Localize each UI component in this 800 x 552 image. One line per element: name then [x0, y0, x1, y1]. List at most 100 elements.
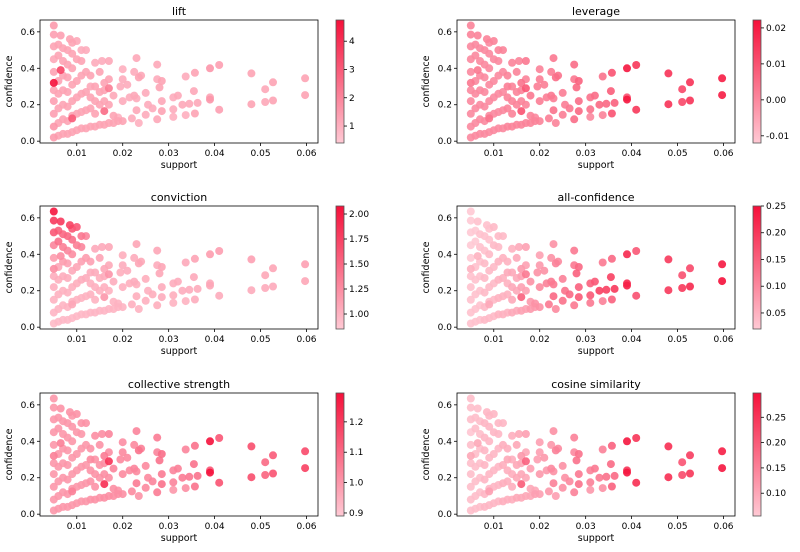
data-point	[141, 110, 150, 119]
data-point	[130, 253, 139, 262]
data-point	[535, 97, 544, 106]
data-point	[54, 51, 63, 60]
colorbar-tick-label: 1	[349, 122, 355, 132]
data-point	[574, 470, 583, 479]
colorbar-tick-label: 0.15	[766, 255, 786, 265]
data-point	[574, 480, 583, 489]
x-tick-label: 0.06	[296, 335, 316, 345]
data-point	[63, 274, 72, 282]
data-point	[508, 482, 517, 491]
data-point	[104, 57, 113, 65]
data-point	[503, 290, 512, 299]
colorbar-tick-label: 0.01	[766, 60, 786, 70]
data-point	[480, 461, 489, 469]
data-point	[686, 78, 694, 87]
data-point	[144, 100, 152, 109]
data-point	[134, 446, 143, 455]
axes-frame	[456, 19, 736, 144]
data-point	[485, 250, 494, 259]
data-point	[49, 403, 58, 412]
data-point	[466, 109, 475, 118]
data-point	[503, 477, 512, 486]
data-point	[68, 64, 77, 73]
data-point	[503, 455, 512, 464]
data-point	[56, 404, 65, 413]
data-point	[551, 259, 560, 268]
data-point	[549, 479, 558, 488]
data-point	[95, 440, 104, 449]
data-point	[104, 430, 113, 438]
data-point	[269, 96, 277, 105]
data-point	[590, 91, 599, 100]
colorbar-tick-label: 4	[349, 37, 355, 47]
data-point	[598, 297, 607, 306]
data-point	[116, 455, 125, 464]
data-point	[480, 446, 489, 455]
data-point	[173, 464, 182, 473]
y-tick-label: 0.2	[21, 474, 35, 484]
data-point	[63, 461, 72, 469]
data-point	[570, 60, 579, 69]
data-point	[181, 445, 190, 454]
data-point	[104, 243, 113, 251]
data-point	[521, 457, 530, 466]
data-point	[551, 446, 560, 455]
data-point	[574, 283, 583, 292]
data-point	[91, 482, 100, 491]
x-tick-label: 0.01	[484, 149, 504, 159]
data-point	[521, 243, 530, 251]
y-tick-label: 0.0	[438, 137, 453, 147]
data-point	[185, 472, 194, 481]
data-point	[558, 88, 567, 97]
colorbar-tick-label: 1.2	[349, 418, 363, 428]
y-axis-label: confidence	[421, 241, 432, 293]
x-tick-label: 0.06	[296, 522, 316, 532]
data-point	[466, 470, 475, 479]
data-point	[485, 49, 494, 58]
data-point	[718, 260, 727, 269]
data-point	[269, 451, 277, 460]
data-point	[664, 286, 673, 295]
x-tick-label: 0.01	[67, 522, 87, 532]
data-point	[623, 468, 631, 477]
data-point	[718, 464, 727, 473]
data-point	[72, 263, 81, 271]
data-point	[63, 232, 72, 241]
data-point	[718, 277, 727, 286]
data-point	[86, 290, 95, 299]
data-point	[77, 419, 86, 428]
colorbar-tick-label: 0.25	[766, 202, 786, 212]
data-point	[59, 243, 67, 251]
data-point	[595, 286, 604, 295]
data-point	[471, 237, 480, 246]
data-point	[480, 73, 489, 82]
data-point	[301, 447, 310, 456]
y-tick-label: 0.4	[21, 250, 36, 260]
data-point	[632, 434, 641, 442]
colorbar	[335, 19, 345, 144]
data-point	[169, 105, 178, 114]
data-point	[49, 470, 58, 479]
data-point	[63, 88, 72, 96]
x-tick-label: 0.04	[205, 149, 225, 159]
data-point	[558, 483, 567, 492]
y-axis-label: confidence	[4, 428, 15, 480]
data-point	[157, 470, 166, 479]
data-point	[544, 300, 553, 309]
data-point	[535, 448, 544, 457]
data-point	[664, 473, 673, 482]
data-point	[189, 273, 198, 282]
data-point	[68, 487, 77, 496]
data-point	[190, 482, 199, 491]
data-point	[118, 438, 127, 447]
y-tick-label: 0.4	[21, 64, 36, 74]
data-point	[104, 75, 113, 84]
x-tick-label: 0.05	[668, 522, 688, 532]
data-point	[623, 95, 631, 104]
data-point	[54, 237, 63, 246]
data-point	[503, 82, 512, 91]
data-point	[181, 484, 190, 493]
data-point	[155, 83, 164, 92]
data-point	[104, 270, 113, 279]
data-point	[521, 100, 530, 109]
